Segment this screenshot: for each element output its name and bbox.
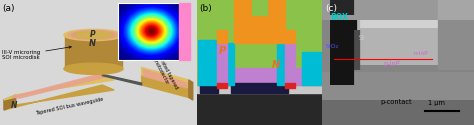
Bar (217, 30, 227, 42)
Polygon shape (189, 80, 193, 100)
Polygon shape (144, 69, 187, 88)
Text: (a): (a) (2, 4, 15, 13)
Polygon shape (142, 68, 189, 87)
Bar (179, 2, 191, 60)
Bar (231, 82, 288, 92)
Bar (252, 0, 267, 15)
Bar (234, 0, 284, 42)
Ellipse shape (68, 30, 119, 40)
Bar (227, 42, 234, 85)
Bar (284, 82, 295, 87)
Bar (302, 52, 321, 85)
Text: Tapered SOI bus waveguide: Tapered SOI bus waveguide (36, 97, 104, 116)
Polygon shape (4, 75, 114, 100)
Text: BOX: BOX (330, 13, 348, 22)
Polygon shape (4, 85, 114, 110)
Bar (217, 82, 227, 87)
Text: III-V microring
SOI microdisk: III-V microring SOI microdisk (2, 46, 71, 60)
Bar (277, 42, 284, 85)
Ellipse shape (64, 63, 123, 74)
Bar (197, 0, 322, 85)
Bar (197, 85, 322, 92)
Text: SiO₂: SiO₂ (325, 44, 338, 49)
Text: 1 μm: 1 μm (428, 100, 446, 106)
Bar (217, 42, 227, 85)
Polygon shape (65, 35, 122, 69)
Text: (b): (b) (199, 4, 212, 13)
Polygon shape (142, 75, 189, 98)
Text: (c): (c) (325, 4, 337, 13)
Bar (198, 40, 217, 85)
Text: P: P (219, 46, 226, 56)
Text: N: N (11, 101, 17, 110)
Bar (284, 30, 295, 42)
Text: Integrated tapered
photodector: Integrated tapered photodector (148, 48, 179, 92)
Polygon shape (4, 95, 16, 110)
Text: p-contact: p-contact (380, 99, 411, 105)
Ellipse shape (76, 32, 111, 38)
Polygon shape (12, 74, 106, 98)
Bar (284, 42, 295, 85)
Text: Si: Si (359, 35, 365, 41)
Bar (197, 92, 322, 125)
Bar (201, 82, 218, 92)
Polygon shape (102, 74, 142, 85)
Bar (198, 68, 321, 85)
Text: p-InP: p-InP (383, 61, 400, 67)
Text: P: P (90, 30, 96, 39)
Text: N: N (272, 60, 280, 70)
Ellipse shape (72, 31, 115, 39)
Text: N: N (89, 39, 96, 48)
Ellipse shape (64, 29, 123, 41)
Text: n-InP: n-InP (413, 51, 428, 56)
